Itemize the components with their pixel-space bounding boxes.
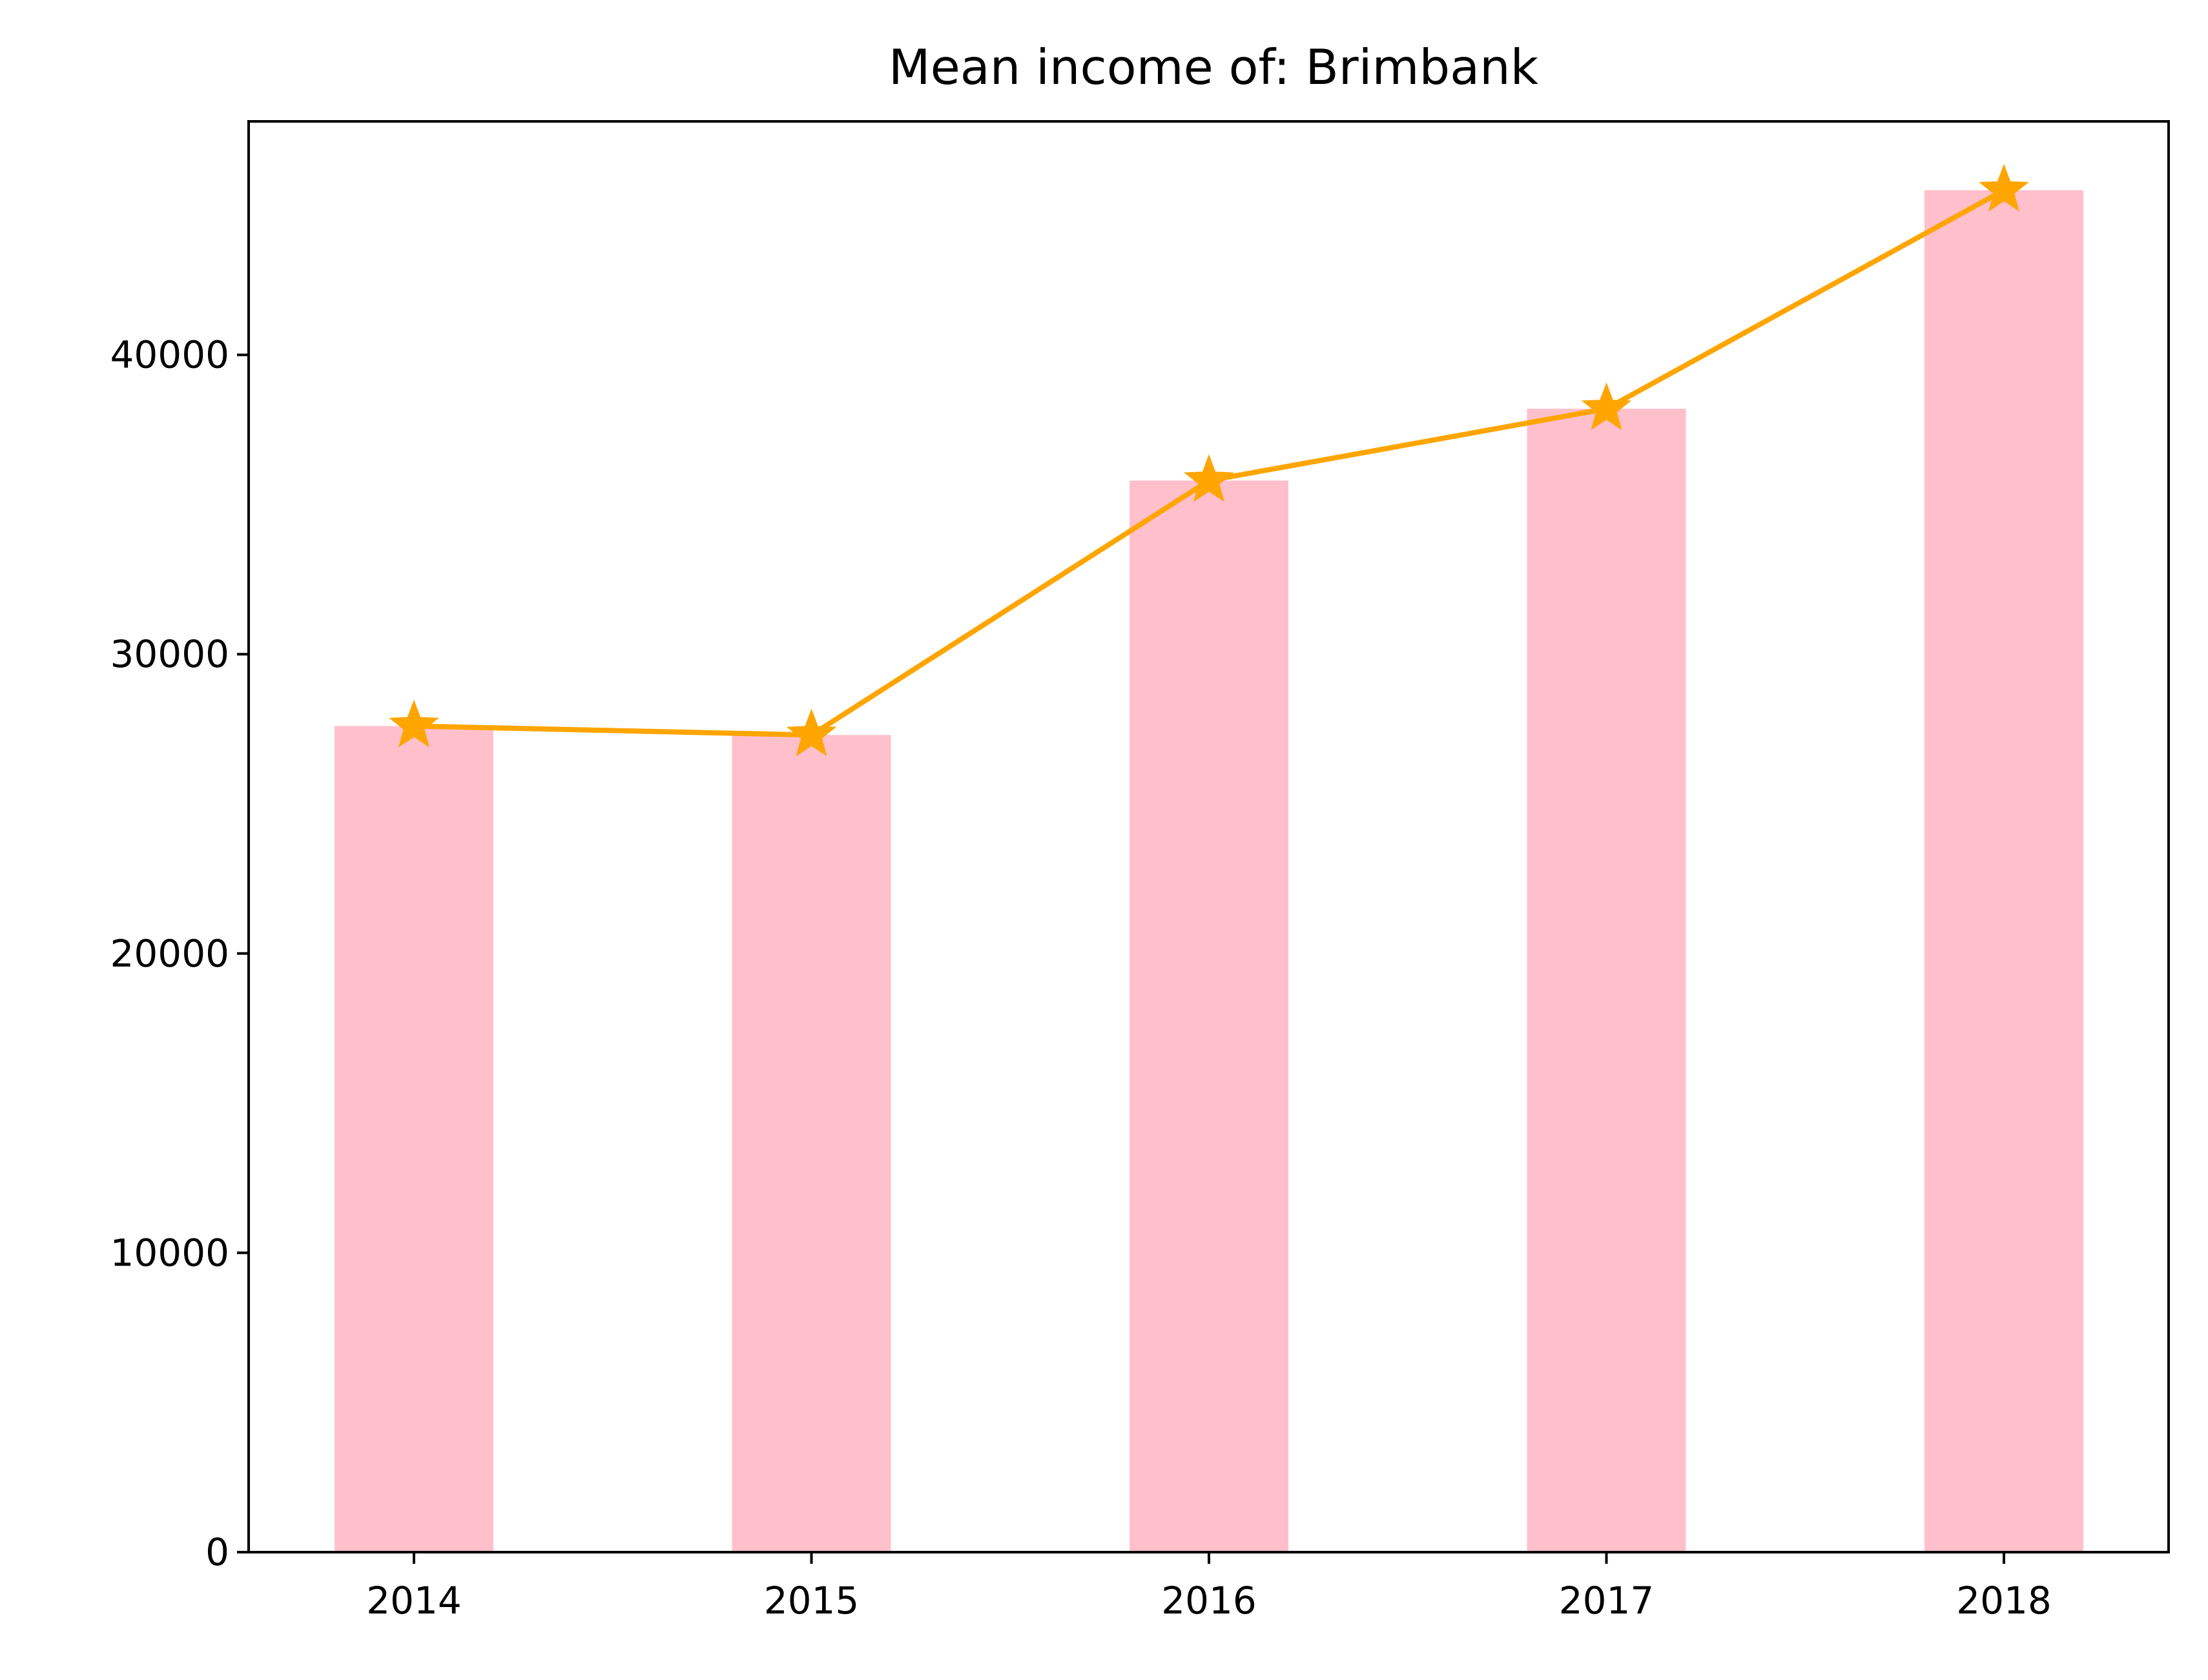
bar-2018 bbox=[1924, 190, 2083, 1552]
x-tick-label: 2014 bbox=[366, 1579, 462, 1623]
y-axis: 0 10000 20000 30000 40000 bbox=[110, 333, 249, 1574]
bar-2015 bbox=[732, 735, 891, 1552]
star-marker-2016 bbox=[1184, 454, 1234, 502]
x-axis: 2014 2015 2016 2017 2018 bbox=[366, 1552, 2052, 1623]
bar-2016 bbox=[1130, 480, 1288, 1552]
star-marker-2017 bbox=[1581, 382, 1632, 431]
star-marker-2014 bbox=[389, 699, 439, 748]
star-markers-group bbox=[389, 163, 2029, 757]
x-tick-label: 2017 bbox=[1559, 1579, 1655, 1623]
star-marker-2015 bbox=[786, 708, 837, 757]
x-tick-label: 2015 bbox=[764, 1579, 860, 1623]
y-tick-label: 30000 bbox=[110, 632, 229, 676]
bars-group bbox=[335, 190, 2083, 1552]
y-tick-label: 40000 bbox=[110, 333, 229, 377]
chart-title: Mean income of: Brimbank bbox=[889, 39, 1539, 96]
y-tick-label: 10000 bbox=[110, 1231, 229, 1275]
bar-2014 bbox=[335, 726, 493, 1552]
x-tick-label: 2016 bbox=[1161, 1579, 1257, 1623]
star-marker-2018 bbox=[1979, 163, 2029, 212]
x-tick-label: 2018 bbox=[1956, 1579, 2052, 1623]
y-tick-label: 20000 bbox=[110, 932, 229, 976]
bar-2017 bbox=[1527, 409, 1686, 1552]
y-tick-label: 0 bbox=[205, 1530, 229, 1574]
